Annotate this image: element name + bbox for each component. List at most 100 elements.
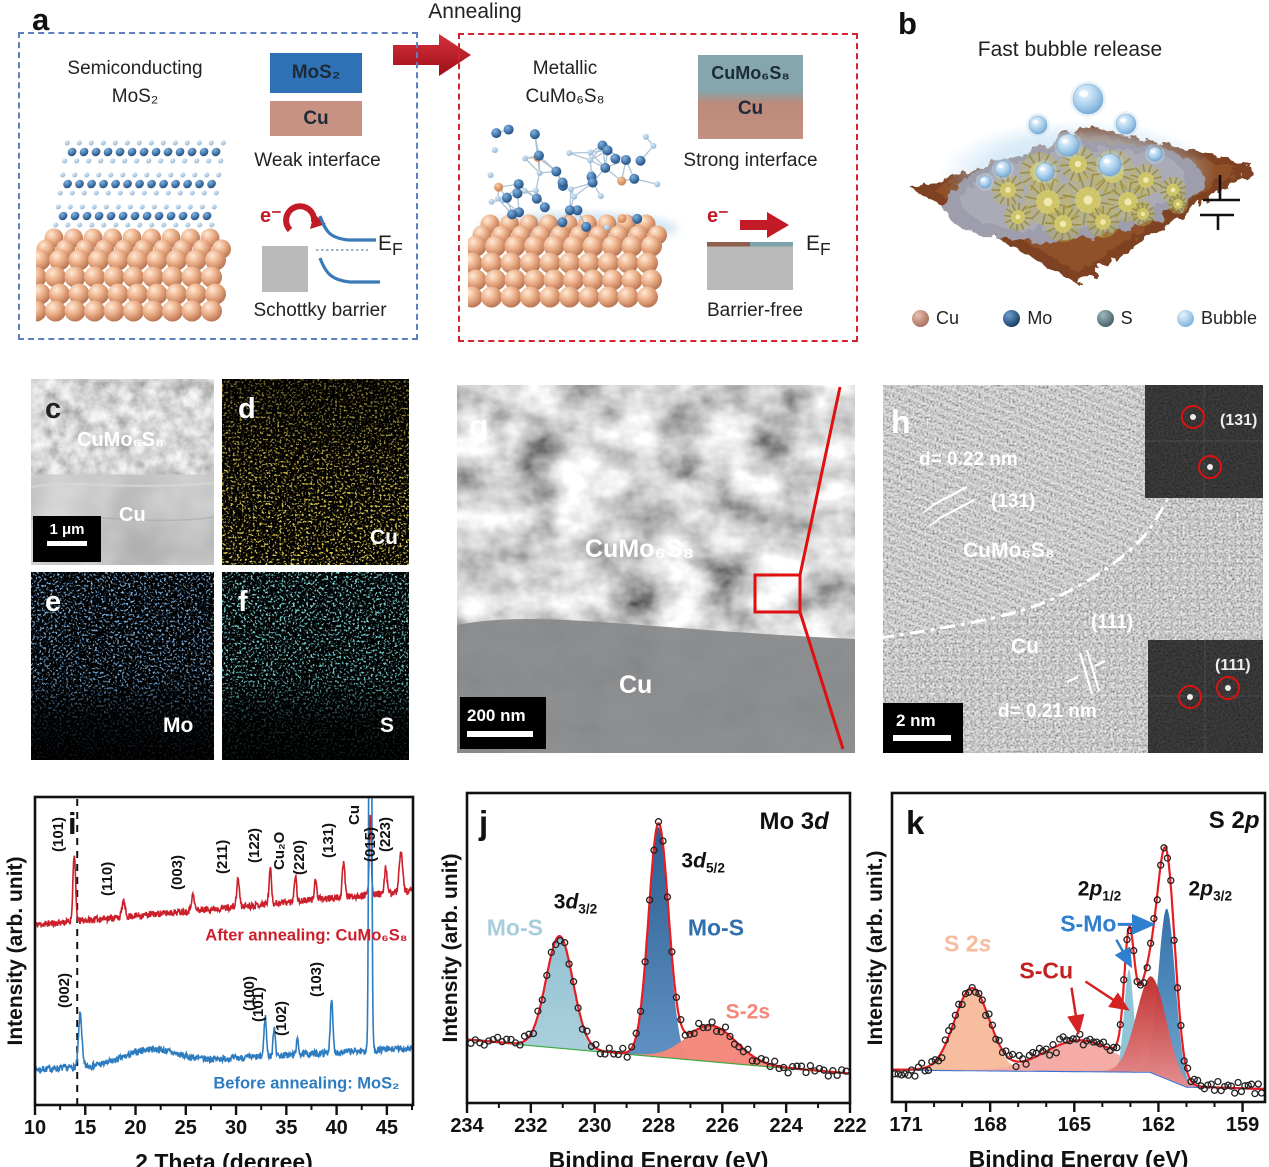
- annealing-label: Annealing: [428, 0, 522, 23]
- annotation: S 2s: [944, 930, 992, 957]
- fft-inset-bottom: (111): [1148, 640, 1263, 753]
- panel-i-letter: i: [68, 806, 77, 841]
- annotation: S 2p: [1208, 806, 1260, 834]
- x-tick-label: 171: [889, 1114, 923, 1136]
- x-axis-title: Binding Energy (eV): [968, 1146, 1189, 1167]
- mo-sphere-icon: [1003, 310, 1021, 327]
- panel-a-letter: a: [32, 2, 50, 37]
- panel-f-letter: f: [238, 586, 248, 618]
- mo-map-label: Mo: [163, 714, 194, 737]
- legend-item-s: S: [1096, 308, 1133, 329]
- x-tick-label: 165: [1057, 1114, 1091, 1136]
- xps-component: [609, 827, 708, 1061]
- metal-block: [262, 246, 308, 292]
- legend-item-cu: Cu: [912, 308, 959, 329]
- plane-top-label: (131): [991, 491, 1035, 512]
- electrode-symbol-icon: [1200, 175, 1240, 230]
- panel-a-right-box: [458, 33, 858, 342]
- y-axis-title: Intensity (arb. unit): [439, 853, 462, 1043]
- scalebar-200nm: 200 nm: [460, 697, 546, 749]
- svg-text:2 nm: 2 nm: [896, 711, 936, 730]
- series-legend: After annealing: CuMo₆S₈: [205, 926, 408, 945]
- x-tick-label: 15: [74, 1117, 97, 1139]
- schottky-band-diagram: e⁻: [260, 203, 380, 292]
- annotation: 2p1/2: [1077, 877, 1122, 904]
- cumos-on-cu-cluster-art: [468, 124, 678, 308]
- bubble-sphere-icon: [1176, 310, 1194, 327]
- plane-bottom-label: (111): [1091, 612, 1133, 633]
- panel-j-xps-mo3d-chart: j 234 232 230 228 226 224 222 Binding Energy (e…: [437, 790, 867, 1167]
- panel-i-xrd-chart: i (101) (110) (003) (211) (122) Cu₂O (220) (131…: [2, 790, 445, 1167]
- annotation-arrow: [1067, 987, 1085, 1035]
- annealing-arrow-icon: [393, 34, 471, 76]
- x-tick-label: 234: [450, 1115, 484, 1137]
- panel-h-letter: h: [891, 404, 911, 440]
- series-legend: Before annealing: MoS₂: [213, 1074, 400, 1093]
- x-tick-label: 230: [577, 1115, 612, 1137]
- annotation-arrow: [1114, 939, 1133, 969]
- xps-component: [492, 936, 627, 1054]
- data-points: [467, 818, 850, 1080]
- valence-band-curve: [318, 257, 380, 284]
- d-spacing-mark-bottom: [1066, 649, 1106, 695]
- mos2-layer-block: MoS₂: [270, 53, 362, 93]
- cumos-cu-layer-block: CuMo₆S₈ Cu: [698, 55, 803, 139]
- barrier-free-band-diagram: e⁻: [707, 205, 793, 290]
- scalebar-1um: 1 μm: [33, 516, 101, 562]
- panel-f-eds-s-map: f S: [222, 572, 409, 760]
- cu-map-label: Cu: [370, 526, 398, 549]
- xps-component: [904, 1040, 1256, 1089]
- peak-label: (211): [214, 839, 232, 874]
- y-axis-title: Intensity (arb. unit): [4, 856, 27, 1046]
- xrd-series: [35, 797, 413, 1075]
- fft-inset-top: (131): [1145, 385, 1263, 498]
- panel-k-xps-s2p-chart: k 171 168 165 162 159 Binding Energy (eV) Inte…: [862, 790, 1269, 1167]
- peak-label: Cu₂O: [271, 831, 289, 871]
- annotation: 3d5/2: [681, 849, 725, 876]
- x-tick-label: 226: [705, 1115, 740, 1137]
- annotation: Mo 3d: [759, 808, 829, 836]
- peak-label: (110): [99, 862, 117, 897]
- panel-g-letter: g: [469, 408, 489, 444]
- fft-spot-circle: [1216, 676, 1240, 700]
- schottky-caption: Schottky barrier: [253, 300, 387, 321]
- x-axis-title: 2 Theta (degree): [135, 1149, 313, 1167]
- x-tick-label: 30: [224, 1117, 248, 1139]
- annotation: S-2s: [725, 1000, 771, 1024]
- cu-interface-stripe: [707, 242, 750, 247]
- cumos-label: CuMo₆S₈: [963, 539, 1055, 562]
- cumos-region-label: CuMo₆S₈: [77, 429, 165, 451]
- metal-block: [707, 244, 793, 290]
- peak-label: (002): [56, 972, 74, 1008]
- panel-d-eds-cu-map: d Cu: [222, 379, 409, 565]
- peak-label: (101): [250, 986, 268, 1022]
- peak-label: (122): [246, 828, 264, 864]
- zoom-region-box: [753, 573, 802, 614]
- panel-b-legend: Cu Mo S Bubble: [912, 308, 1257, 329]
- annotation-arrow: [1084, 980, 1130, 1011]
- left-title: Semiconducting MoS₂: [67, 58, 203, 107]
- panel-k-letter: k: [906, 804, 925, 841]
- weak-interface-label: Weak interface: [254, 150, 381, 171]
- peak-label: (003): [168, 855, 186, 891]
- xps-component: [1124, 908, 1209, 1088]
- cumos-lattice-region: [883, 385, 1201, 637]
- peak-label: (131): [319, 823, 337, 859]
- fft-spot-circle: [1178, 685, 1202, 709]
- fermi-label-right: EF: [806, 232, 831, 260]
- cu-label: Cu: [1011, 635, 1039, 658]
- x-tick-label: 232: [514, 1115, 548, 1137]
- panel-b-title: Fast bubble release: [977, 38, 1163, 61]
- d-spacing-top-label: d= 0.22 nm: [919, 449, 1018, 470]
- s-sphere-icon: [1096, 310, 1114, 327]
- panel-c-letter: c: [45, 393, 62, 425]
- svg-text:200 nm: 200 nm: [467, 706, 526, 725]
- electron-hop-arrow-icon: [283, 203, 318, 233]
- panel-b-letter: b: [898, 6, 917, 41]
- panel-h-hrtem-image: h d= 0.22 nm (131) CuMo₆S₈ (111) Cu d= 0…: [878, 385, 1263, 753]
- x-tick-label: 224: [769, 1115, 803, 1137]
- peak-label: (103): [307, 961, 325, 997]
- fft-spot-circle: [1181, 405, 1205, 429]
- fft-spot-circle: [1198, 455, 1222, 479]
- fft-bottom-plane-label: (111): [1215, 657, 1251, 674]
